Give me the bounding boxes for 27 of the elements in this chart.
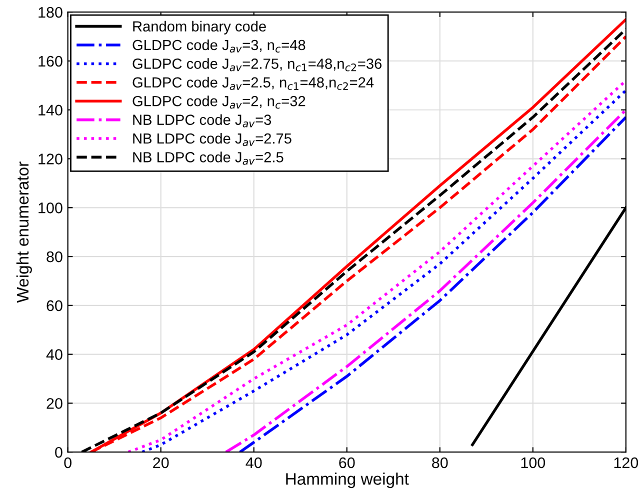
- y-tick-label: 180: [38, 6, 62, 18]
- y-axis-title: Weight enumerator: [16, 162, 32, 303]
- y-tick-label: 60: [46, 300, 62, 312]
- x-tick-label: 120: [614, 457, 638, 468]
- y-tick-label: 160: [38, 56, 62, 67]
- x-tick-label: 40: [246, 457, 262, 468]
- legend-label: GLDPC code J$_{av}$=2.75, n$_{c1}$=48,n$_{c2}$=36: [132, 58, 382, 72]
- y-tick-label: 100: [38, 202, 62, 214]
- legend-label: NB LDPC code J$_{av}$=2.5: [133, 152, 284, 165]
- legend-label: GLDPC code J$_{av}$=2, n$_{c}$=32: [132, 96, 306, 109]
- legend-label: GLDPC code J$_{av}$=2.5, n$_{c1}$=48,n$_{c2}$=24: [132, 76, 374, 90]
- x-tick-label: 100: [521, 457, 546, 468]
- legend-label: NB LDPC code J$_{av}$=2.75: [133, 132, 292, 146]
- legend-label: Random binary code: [133, 20, 266, 34]
- y-tick-label: 80: [46, 251, 62, 262]
- x-tick-label: 0: [64, 457, 72, 468]
- y-tick-label: 140: [38, 104, 62, 116]
- legend-label: GLDPC code J$_{av}$=3, n$_{c}$=48: [132, 39, 306, 53]
- x-tick-label: 20: [153, 457, 169, 468]
- x-tick-label: 60: [339, 457, 355, 468]
- y-tick-label: 20: [46, 398, 62, 409]
- x-tick-label: 80: [432, 457, 448, 468]
- x-axis-title: Hamming weight: [286, 472, 409, 488]
- legend-label: NB LDPC code J$_{av}$=3: [133, 114, 272, 128]
- y-tick-label: 120: [38, 154, 62, 164]
- y-tick-label: 0: [55, 446, 62, 458]
- y-tick-label: 40: [46, 349, 62, 360]
